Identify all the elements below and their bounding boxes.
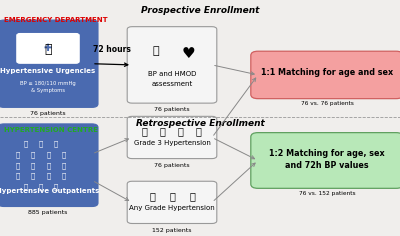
Text: 1:2 Matching for age, sex: 1:2 Matching for age, sex xyxy=(269,149,385,158)
Text: 👤: 👤 xyxy=(153,46,159,56)
Text: 🚶: 🚶 xyxy=(149,191,155,201)
Text: 🚶: 🚶 xyxy=(177,126,183,136)
Text: ♥: ♥ xyxy=(181,46,195,61)
Text: 👤: 👤 xyxy=(31,151,35,158)
Text: 👤: 👤 xyxy=(16,151,20,158)
Text: 👤: 👤 xyxy=(39,183,43,190)
FancyBboxPatch shape xyxy=(17,34,79,63)
Text: 👤: 👤 xyxy=(54,141,58,147)
Text: EMERGENCY DEPARTMENT: EMERGENCY DEPARTMENT xyxy=(4,17,108,22)
Text: assessment: assessment xyxy=(151,81,193,87)
Text: 👤: 👤 xyxy=(46,162,50,169)
FancyBboxPatch shape xyxy=(0,20,98,107)
FancyBboxPatch shape xyxy=(127,27,217,103)
Text: 72 hours: 72 hours xyxy=(93,45,131,54)
Text: 👤: 👤 xyxy=(16,173,20,179)
Text: 🚶: 🚶 xyxy=(159,126,165,136)
Text: 👤: 👤 xyxy=(39,141,43,147)
Text: 🚶: 🚶 xyxy=(195,126,201,136)
Text: BP ≥ 180/110 mmHg: BP ≥ 180/110 mmHg xyxy=(20,81,76,86)
Text: Any Grade Hypertension: Any Grade Hypertension xyxy=(129,205,215,211)
FancyBboxPatch shape xyxy=(127,116,217,159)
Text: 1:1 Matching for age and sex: 1:1 Matching for age and sex xyxy=(261,68,393,77)
Text: 152 patients: 152 patients xyxy=(152,228,192,233)
Text: Prospective Enrollment: Prospective Enrollment xyxy=(141,6,259,15)
FancyBboxPatch shape xyxy=(127,181,217,223)
FancyBboxPatch shape xyxy=(0,124,98,206)
FancyBboxPatch shape xyxy=(251,51,400,99)
Text: 👤: 👤 xyxy=(31,162,35,169)
Text: & Symptoms: & Symptoms xyxy=(31,88,65,93)
Text: Grade 3 Hypertension: Grade 3 Hypertension xyxy=(134,140,210,146)
Text: 👤: 👤 xyxy=(24,141,28,147)
Text: and 72h BP values: and 72h BP values xyxy=(285,161,369,170)
Text: 👤: 👤 xyxy=(31,173,35,179)
Text: 👤: 👤 xyxy=(62,162,66,169)
Text: 🚶: 🚶 xyxy=(169,191,175,201)
Text: 🚑: 🚑 xyxy=(44,43,52,56)
Text: BP and HMOD: BP and HMOD xyxy=(148,71,196,77)
FancyBboxPatch shape xyxy=(251,133,400,188)
Text: 76 patients: 76 patients xyxy=(154,107,190,112)
Text: 👤: 👤 xyxy=(16,162,20,169)
Text: 🚶: 🚶 xyxy=(141,126,147,136)
Text: ✚: ✚ xyxy=(44,43,52,53)
Text: 👤: 👤 xyxy=(46,173,50,179)
Text: 👤: 👤 xyxy=(62,151,66,158)
Text: HYPERTENSION CENTRE: HYPERTENSION CENTRE xyxy=(4,127,98,133)
Text: 🚶: 🚶 xyxy=(189,191,195,201)
Text: Retrospective Enrollment: Retrospective Enrollment xyxy=(136,119,264,128)
Text: 76 vs. 76 patients: 76 vs. 76 patients xyxy=(300,101,354,106)
Text: 👤: 👤 xyxy=(62,173,66,179)
Text: 76 patients: 76 patients xyxy=(154,163,190,168)
Text: 76 vs. 152 patients: 76 vs. 152 patients xyxy=(299,191,355,196)
Text: 👤: 👤 xyxy=(24,183,28,190)
Text: 👤: 👤 xyxy=(46,151,50,158)
Text: 76 patients: 76 patients xyxy=(30,111,66,116)
Text: Hypertensive Outpatients: Hypertensive Outpatients xyxy=(0,188,100,194)
Text: 👤: 👤 xyxy=(54,183,58,190)
Text: Hypertensive Urgencies: Hypertensive Urgencies xyxy=(0,68,96,74)
Text: 885 patients: 885 patients xyxy=(28,210,68,215)
